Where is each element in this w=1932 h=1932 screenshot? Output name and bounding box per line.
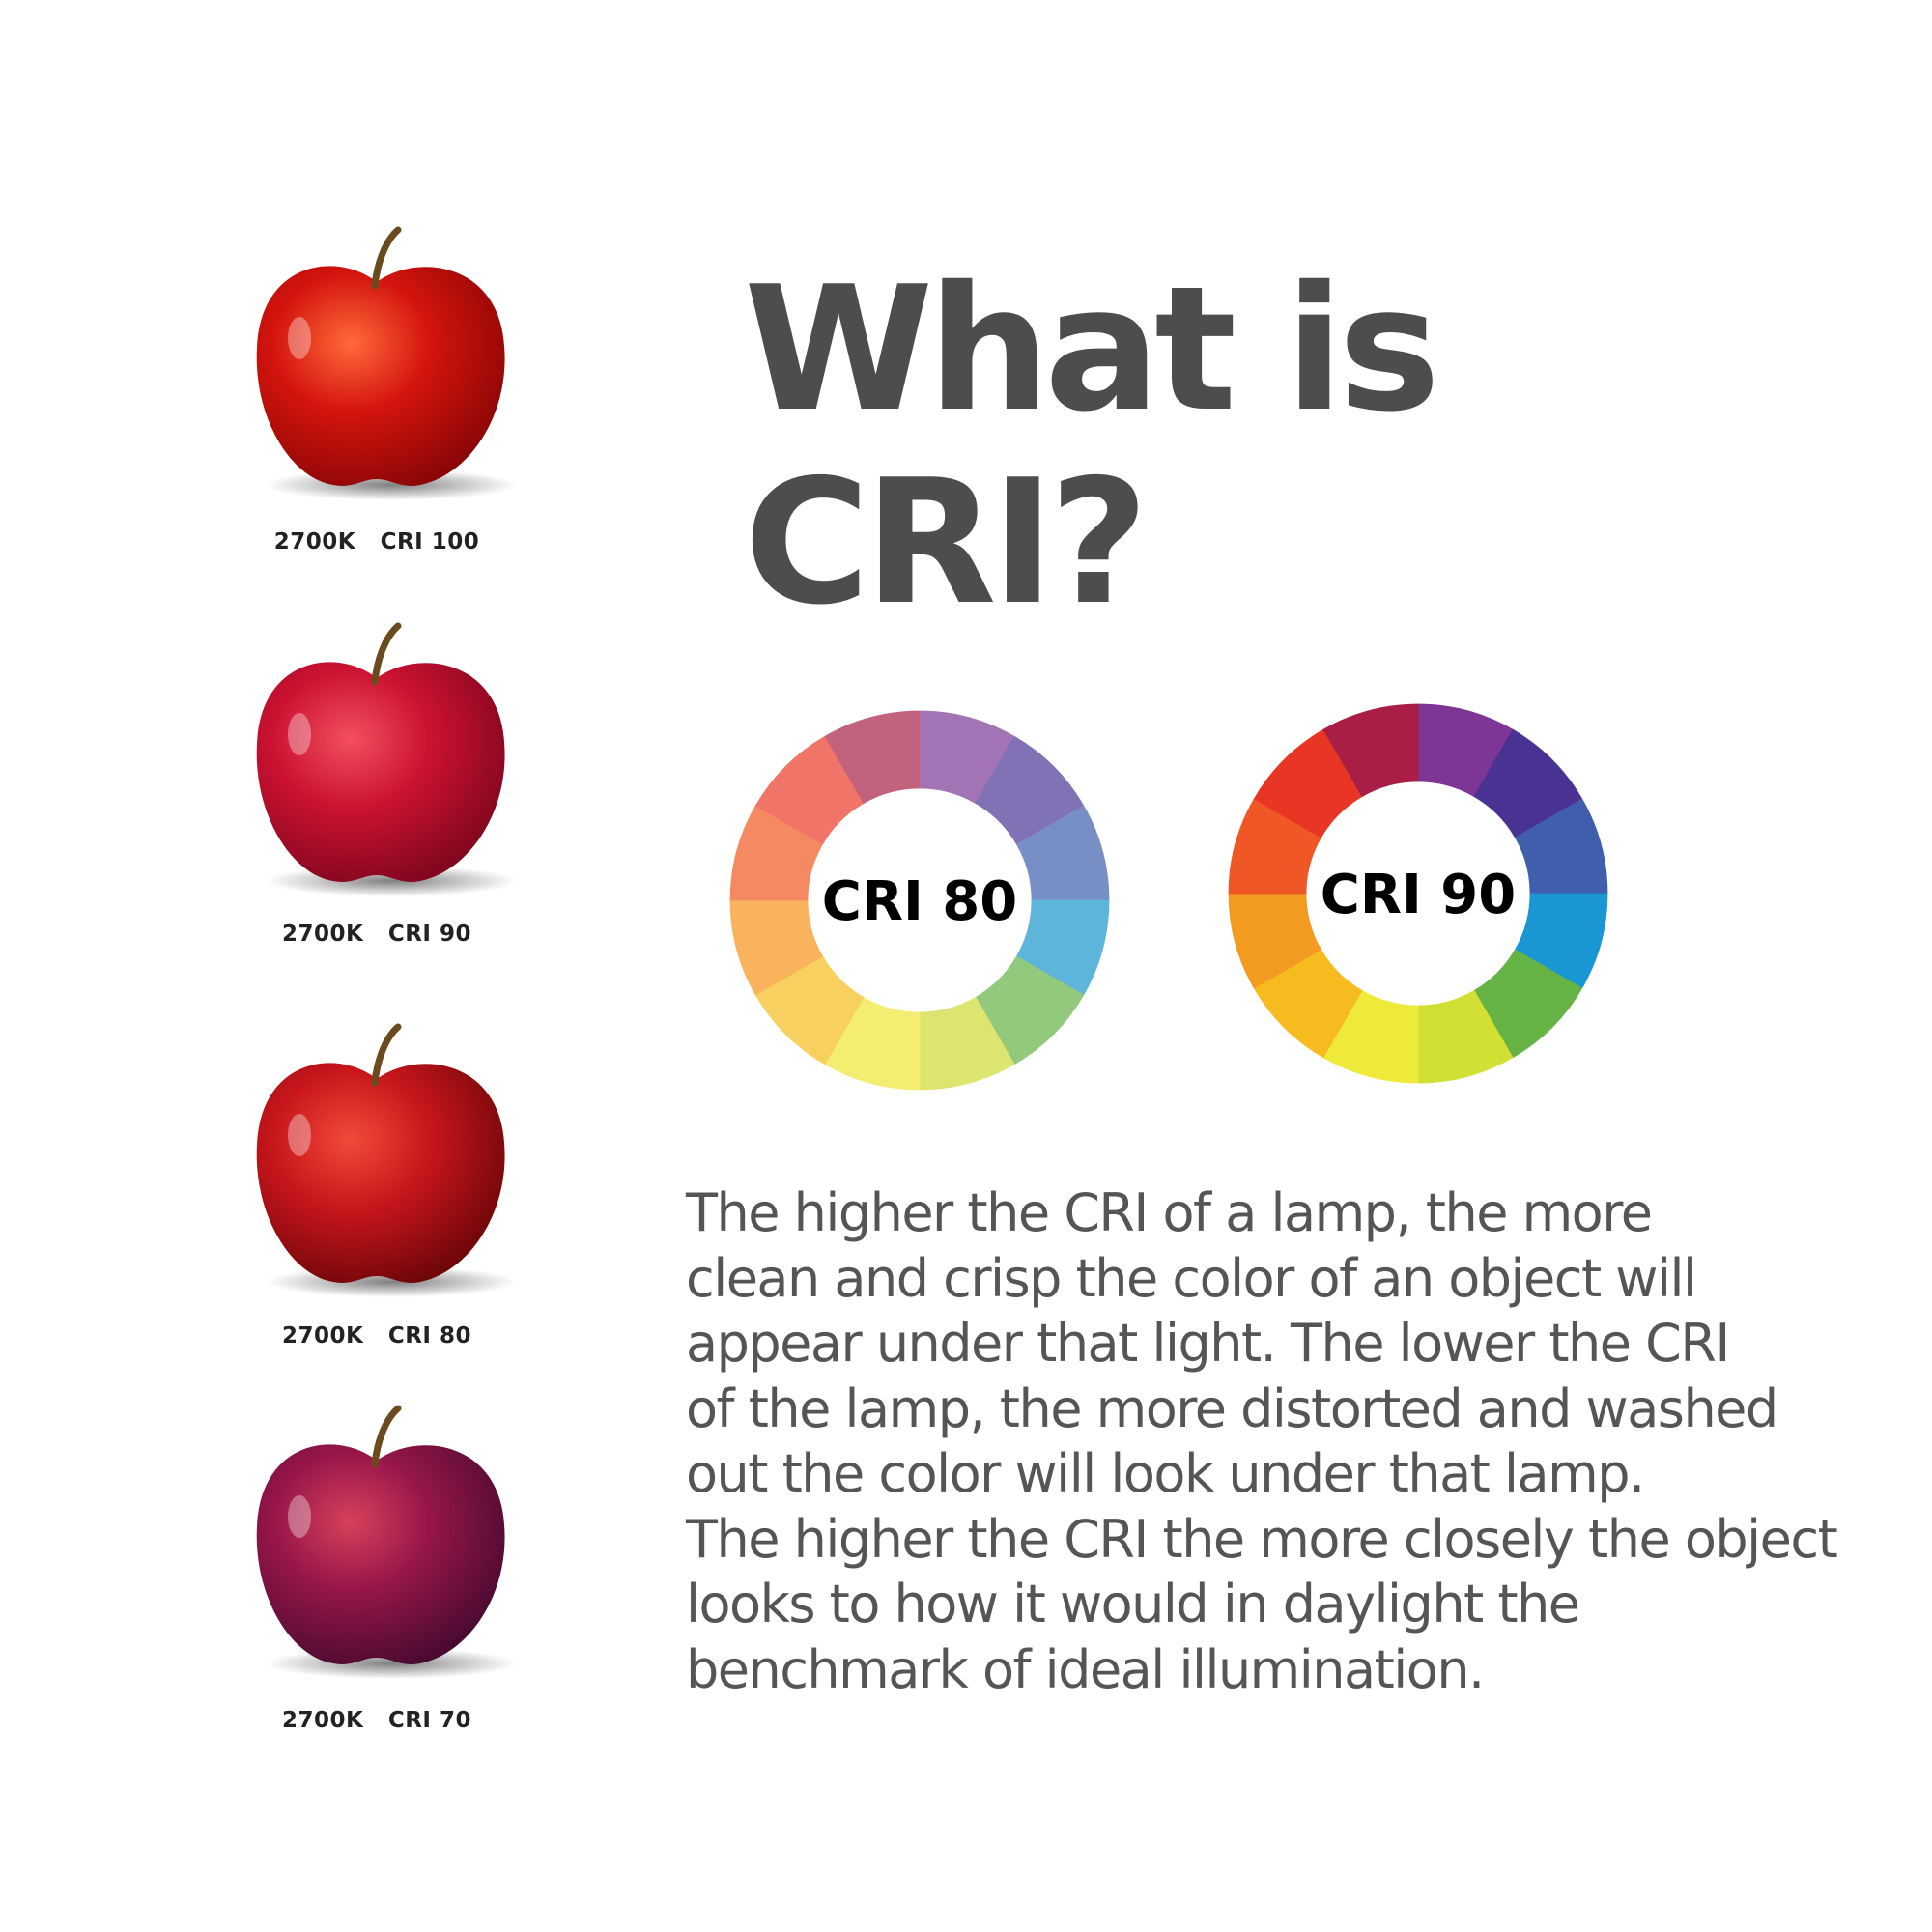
wheel-segment xyxy=(1322,703,1419,798)
paragraph-line: of the lamp, the more distorted and wash… xyxy=(686,1378,1778,1439)
wheel-segment xyxy=(824,710,921,805)
paragraph-line: out the color will look under that lamp. xyxy=(686,1443,1645,1504)
paragraph-line: appear under that light. The lower the C… xyxy=(686,1313,1730,1374)
apple-image xyxy=(256,1023,517,1297)
paragraph-line: The higher the CRI the more closely the … xyxy=(686,1508,1838,1570)
cri-90-color-wheel: CRI 90 xyxy=(1228,703,1608,1084)
apple-image xyxy=(256,622,517,896)
description-paragraph: The higher the CRI of a lamp, the more c… xyxy=(686,1180,1913,1702)
wheel-label: CRI 90 xyxy=(1321,864,1516,926)
apple-image xyxy=(256,226,517,500)
wheel-label: CRI 80 xyxy=(822,870,1017,933)
paragraph-line: The higher the CRI of a lamp, the more xyxy=(686,1182,1653,1243)
paragraph-line: looks to how it would in daylight the xyxy=(686,1574,1580,1634)
apple-image xyxy=(256,1405,517,1679)
cri-80-color-wheel: CRI 80 xyxy=(729,710,1110,1091)
paragraph-line: clean and crisp the color of an object w… xyxy=(686,1247,1697,1309)
paragraph-line: benchmark of ideal illumination. xyxy=(686,1638,1485,1700)
title-line-1: What is xyxy=(744,249,1440,449)
title-line-2: CRI? xyxy=(744,442,1149,642)
apple-label: 2700K CRI 80 xyxy=(281,1323,472,1349)
apple-label: 2700K CRI 100 xyxy=(273,529,480,554)
apple-label: 2700K CRI 70 xyxy=(281,1708,472,1733)
apple-label: 2700K CRI 90 xyxy=(281,922,472,947)
